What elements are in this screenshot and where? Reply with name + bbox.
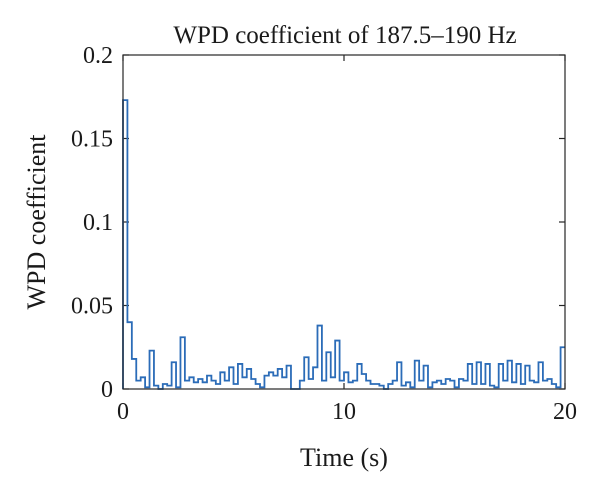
- series-line: [122, 99, 565, 390]
- axis-ticks: 0 0.05 0.1 0.15 0.2 0 10 20: [71, 43, 577, 425]
- chart-title: WPD coefficient of 187.5–190 Hz: [173, 22, 516, 49]
- plot-area: [122, 99, 565, 390]
- y-tick-label: 0.1: [83, 210, 113, 236]
- y-tick-label: 0.2: [83, 43, 113, 69]
- y-tick-label: 0.15: [71, 127, 113, 153]
- x-axis-label: Time (s): [300, 443, 388, 472]
- x-tick-label: 0: [117, 399, 129, 425]
- axes-frame: [122, 54, 566, 390]
- y-tick-label: 0: [101, 377, 113, 403]
- y-tick-label: 0.05: [71, 294, 113, 320]
- x-tick-label: 10: [332, 399, 356, 425]
- y-axis-label: WPD coefficient: [22, 134, 51, 310]
- x-tick-label: 20: [553, 399, 577, 425]
